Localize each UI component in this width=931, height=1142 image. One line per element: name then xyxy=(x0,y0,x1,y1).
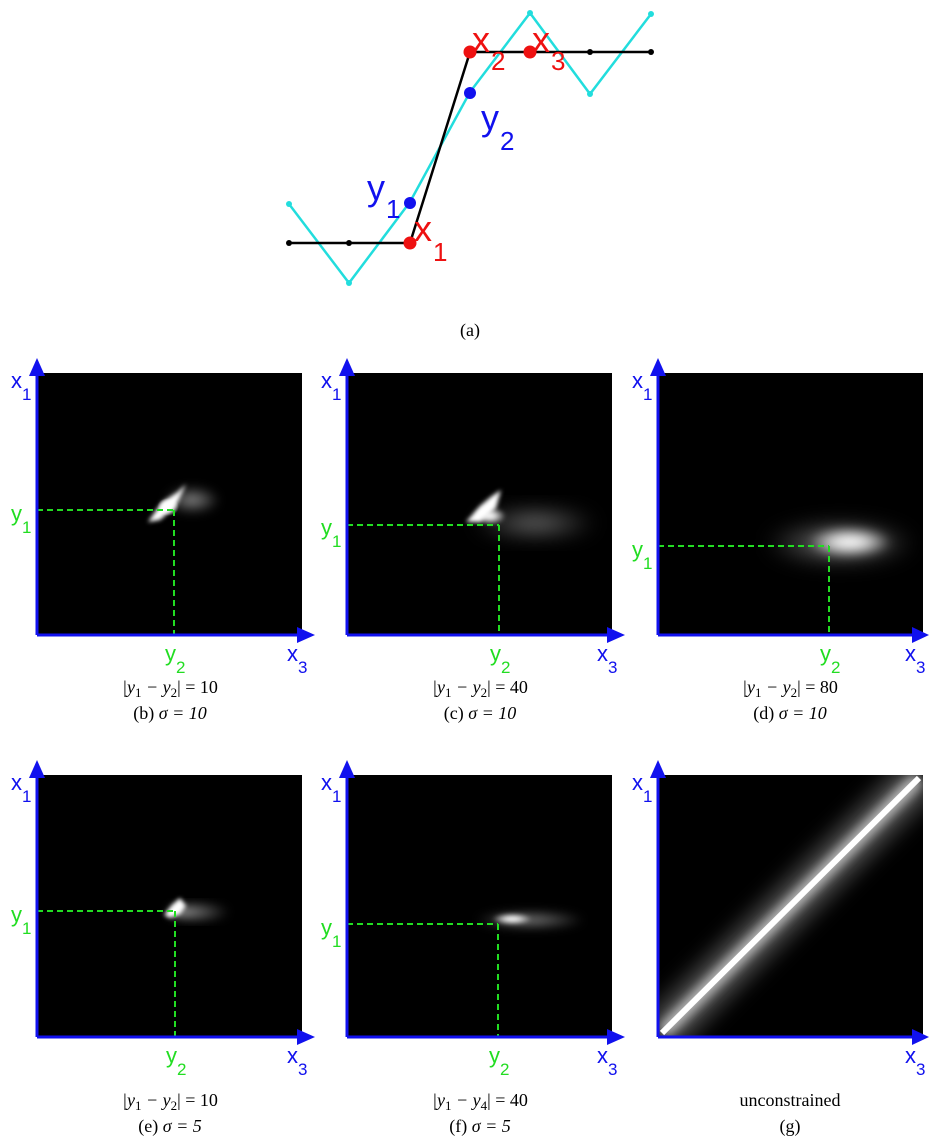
y2-label: y2 xyxy=(481,97,514,156)
figure-a: x1 x2 x3 y1 y2 (a) xyxy=(286,10,654,341)
guide-label-y2: y2 xyxy=(489,1043,509,1079)
x1-marker xyxy=(403,236,417,250)
panel-b: x1 x3 y1 y2 |y1 − y2| = 10 (b) σ = 10 xyxy=(11,358,315,724)
heatmap-bg xyxy=(658,373,923,635)
axis-label-x3: x3 xyxy=(287,1043,307,1079)
axis-label-x1: x1 xyxy=(321,368,341,404)
axis-label-x1: x1 xyxy=(11,368,31,404)
axis-label-x1: x1 xyxy=(11,770,31,806)
x2-label: x2 xyxy=(472,19,505,76)
guide-label-y1: y1 xyxy=(11,501,31,537)
axis-label-x1: x1 xyxy=(632,368,652,404)
x-axis-arrow xyxy=(297,1029,315,1045)
guide-label-y1: y1 xyxy=(11,902,31,938)
y1-label: y1 xyxy=(367,167,400,224)
y2-marker xyxy=(464,87,476,99)
panel-c: x1 x3 y1 y2 |y1 − y2| = 40 (c) σ = 10 xyxy=(321,358,625,724)
y-axis-arrow xyxy=(29,358,45,376)
density-blob xyxy=(466,490,597,537)
sub-caption: (g) xyxy=(780,1116,801,1137)
sub-caption: (c) σ = 10 xyxy=(444,703,517,724)
y1-marker xyxy=(404,197,416,209)
heatmap-bg xyxy=(347,775,612,1037)
axis-label-x3: x3 xyxy=(287,641,307,677)
condition-caption: |y1 − y4| = 40 xyxy=(432,1090,528,1113)
x3-marker xyxy=(523,45,537,59)
caption-a: (a) xyxy=(460,320,480,341)
panel-e: x1 x3 y1 y2 |y1 − y2| = 10 (e) σ = 5 xyxy=(11,760,315,1137)
condition-caption: unconstrained xyxy=(740,1090,841,1110)
heatmap-bg xyxy=(37,775,302,1037)
x2-marker xyxy=(463,45,477,59)
y-axis-arrow xyxy=(339,760,355,778)
condition-caption: |y1 − y2| = 10 xyxy=(122,677,218,700)
x3-label: x3 xyxy=(532,19,565,76)
noisy-signal-points xyxy=(286,10,654,286)
guide-label-y2: y2 xyxy=(820,641,840,677)
panel-g: x1 x3 unconstrained (g) xyxy=(632,760,931,1137)
density-blob xyxy=(765,521,915,565)
condition-caption: |y1 − y2| = 10 xyxy=(122,1090,218,1113)
x-axis-arrow xyxy=(297,627,315,643)
x-axis-arrow xyxy=(607,627,625,643)
heatmap-bg xyxy=(347,373,612,635)
guide-label-y1: y1 xyxy=(321,915,341,951)
x-axis-arrow xyxy=(607,1029,625,1045)
guide-label-y1: y1 xyxy=(632,537,652,573)
axis-label-x3: x3 xyxy=(597,1043,617,1079)
sub-caption: (e) σ = 5 xyxy=(138,1116,202,1137)
condition-caption: |y1 − y2| = 40 xyxy=(432,677,528,700)
x-axis-arrow xyxy=(912,627,929,643)
axis-label-x3: x3 xyxy=(597,641,617,677)
step-signal-line xyxy=(289,50,651,245)
density-blob xyxy=(164,898,230,919)
sub-caption: (b) σ = 10 xyxy=(133,703,207,724)
density-blob xyxy=(475,911,585,929)
panel-d: x1 x3 y1 y2 |y1 − y2| = 80 (d) σ = 10 xyxy=(632,358,929,724)
y-axis-arrow xyxy=(29,760,45,778)
axis-label-x1: x1 xyxy=(321,770,341,806)
diagonal-density xyxy=(646,762,931,1049)
y-axis-arrow xyxy=(650,760,666,778)
axis-label-x1: x1 xyxy=(632,770,652,806)
step-signal-points xyxy=(286,49,654,246)
y-axis-arrow xyxy=(650,358,666,376)
sub-caption: (f) σ = 5 xyxy=(449,1116,511,1137)
condition-caption: |y1 − y2| = 80 xyxy=(742,677,838,700)
guide-label-y2: y2 xyxy=(490,641,510,677)
guide-label-y1: y1 xyxy=(321,515,341,551)
sub-caption: (d) σ = 10 xyxy=(753,703,827,724)
y-axis-arrow xyxy=(339,358,355,376)
axis-label-x3: x3 xyxy=(905,1043,925,1079)
x-axis-arrow xyxy=(912,1029,929,1045)
guide-label-y2: y2 xyxy=(166,1043,186,1079)
guide-label-y2: y2 xyxy=(165,641,185,677)
x1-label: x1 xyxy=(414,208,447,267)
axis-label-x3: x3 xyxy=(905,641,925,677)
panel-f: x1 x3 y1 y2 |y1 − y4| = 40 (f) σ = 5 xyxy=(321,760,625,1137)
